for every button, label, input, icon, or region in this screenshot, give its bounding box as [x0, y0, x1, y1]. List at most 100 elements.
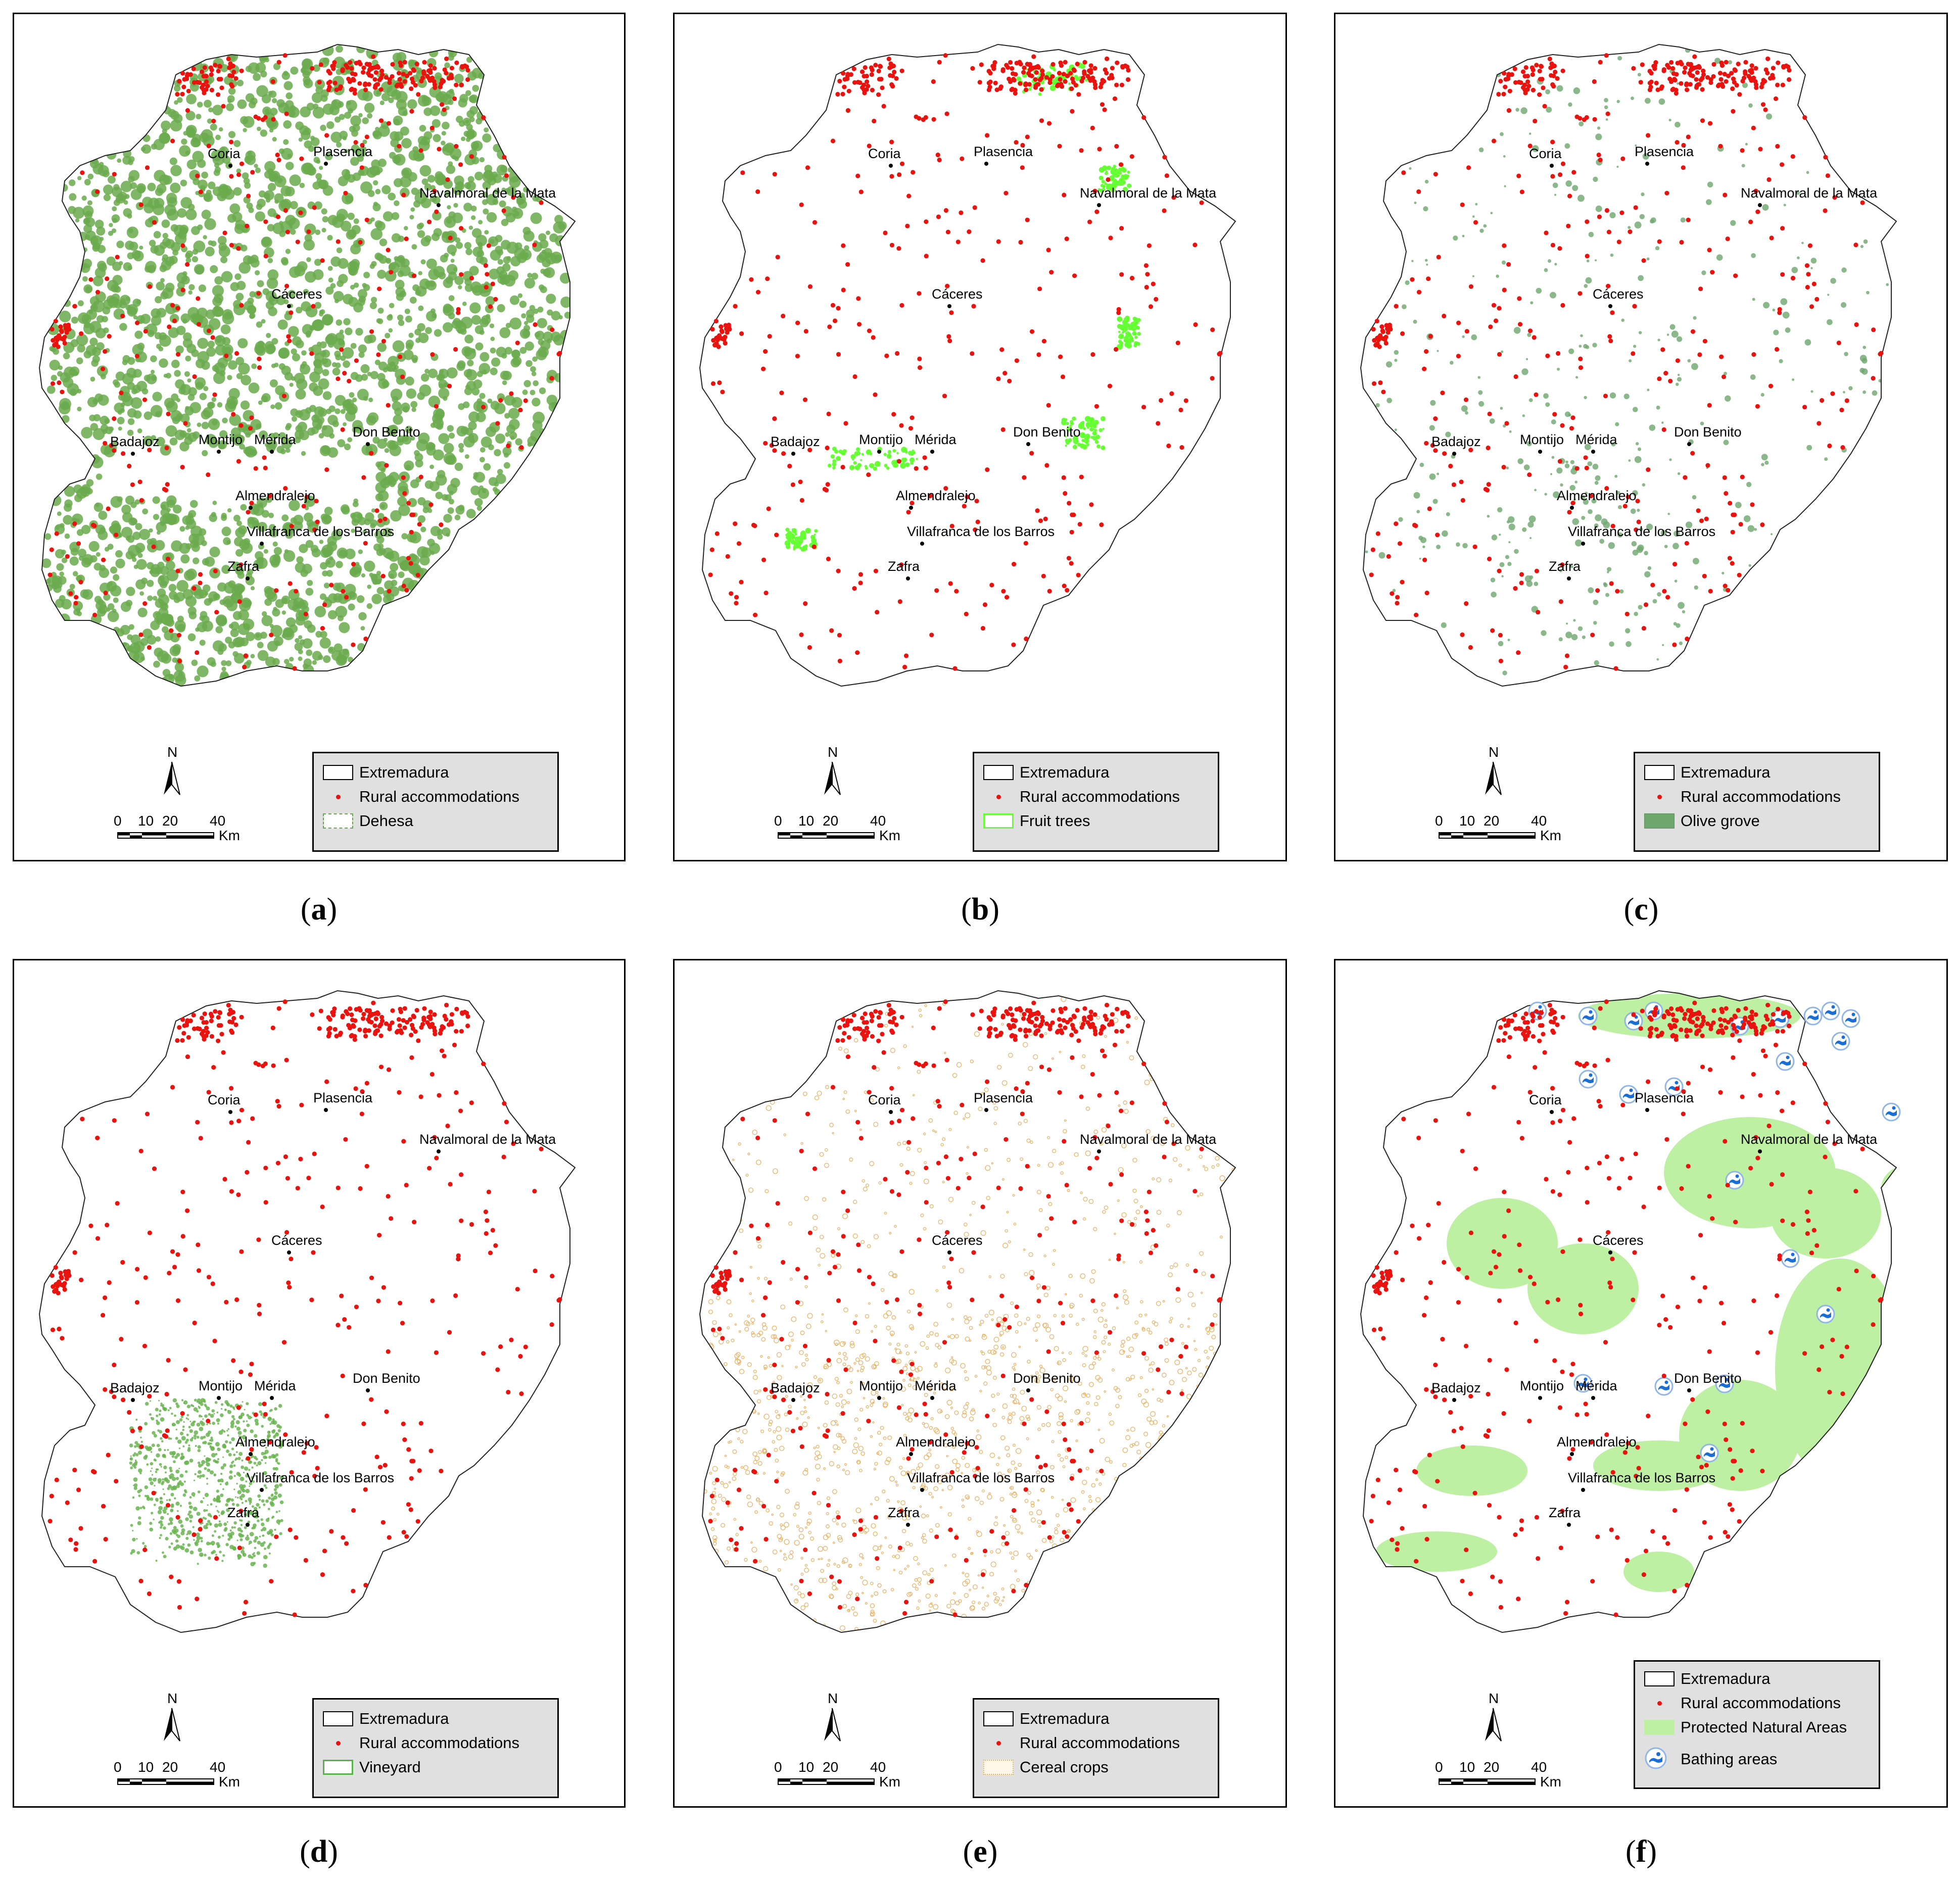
accommodation-point [231, 1358, 236, 1363]
accommodation-point [1632, 304, 1637, 309]
accommodation-point [836, 1298, 841, 1303]
accommodation-point [840, 1411, 845, 1416]
accommodation-point [1655, 87, 1660, 92]
accommodation-point [987, 84, 992, 89]
accommodation-point [740, 1117, 745, 1122]
accommodation-point [1088, 1009, 1093, 1014]
accommodation-point [866, 472, 871, 477]
accommodation-point [386, 403, 391, 408]
accommodation-point [902, 664, 907, 669]
accommodation-point [1729, 71, 1734, 76]
accommodation-point [1442, 451, 1447, 456]
accommodation-point [230, 1009, 235, 1015]
accommodation-point [1552, 63, 1557, 69]
accommodation-point [949, 310, 954, 315]
accommodation-point [944, 111, 949, 116]
accommodation-point [837, 1025, 842, 1030]
accommodation-point [869, 1019, 874, 1024]
accommodation-point [1606, 1176, 1611, 1181]
accommodation-point [433, 85, 438, 90]
accommodation-point [855, 173, 861, 178]
accommodation-point [944, 1057, 949, 1062]
accommodation-point [135, 320, 140, 325]
accommodation-point [883, 230, 888, 235]
accommodation-point [717, 1279, 722, 1284]
bathing-areas-layer [1528, 1001, 1901, 1463]
accommodation-point [1067, 501, 1072, 506]
accommodation-point [1085, 1020, 1090, 1025]
accommodation-point [877, 77, 882, 82]
accommodation-point [169, 628, 174, 633]
accommodation-point [1050, 1020, 1055, 1025]
accommodation-point [196, 296, 201, 301]
accommodation-point [1448, 463, 1453, 469]
accommodation-point [202, 1011, 207, 1017]
accommodation-point [454, 1006, 459, 1011]
accommodation-point [389, 1216, 394, 1221]
accommodation-point [1472, 1490, 1477, 1495]
accommodation-point [1513, 80, 1518, 85]
accommodation-point [1529, 1011, 1535, 1017]
accommodation-point [733, 1250, 738, 1255]
accommodation-point [856, 1242, 861, 1247]
accommodation-point [65, 554, 70, 559]
accommodation-point [439, 522, 444, 527]
accommodation-point [1532, 1281, 1537, 1286]
accommodation-point [779, 391, 784, 396]
accommodation-point [845, 1208, 850, 1213]
accommodation-point [409, 1055, 414, 1060]
accommodation-point [1056, 82, 1061, 87]
accommodation-point [229, 1189, 234, 1194]
accommodation-point [326, 1027, 331, 1032]
accommodation-point [835, 1038, 840, 1043]
accommodation-point [1598, 1104, 1603, 1109]
accommodation-point [921, 1064, 926, 1069]
accommodation-point [965, 495, 970, 500]
accommodation-point [867, 143, 872, 149]
accommodation-point [937, 158, 942, 163]
accommodation-point [1578, 356, 1583, 362]
accommodation-point [519, 445, 524, 450]
accommodation-point [1771, 75, 1776, 80]
accommodation-point [1092, 79, 1097, 84]
accommodation-point [943, 486, 948, 491]
north-arrow-icon: N [164, 1690, 180, 1742]
accommodation-point [401, 1139, 406, 1144]
accommodation-point [1657, 239, 1662, 244]
accommodation-point [1422, 1504, 1427, 1509]
city-point [1591, 450, 1595, 454]
bathing-area-icon [1700, 1443, 1719, 1463]
accommodation-point [1737, 572, 1742, 577]
accommodation-point [1777, 307, 1782, 312]
accommodation-point [253, 466, 258, 471]
accommodation-point [177, 79, 182, 84]
accommodation-point [949, 1256, 954, 1262]
accommodation-point [962, 1450, 967, 1455]
accommodation-point [1622, 504, 1628, 509]
city-point [217, 450, 221, 454]
city-point [1758, 1149, 1762, 1153]
accommodation-point [502, 1101, 507, 1106]
accommodation-point [851, 1012, 856, 1018]
accommodation-point [103, 591, 108, 596]
accommodation-point [895, 1297, 900, 1302]
city-point [909, 1452, 913, 1456]
accommodation-point [890, 73, 895, 78]
accommodation-point [361, 1016, 366, 1021]
city-label: Coria [1529, 1092, 1562, 1107]
accommodation-point [761, 1313, 766, 1318]
accommodation-point [139, 498, 144, 503]
accommodation-point [943, 208, 948, 213]
accommodation-point [709, 547, 714, 552]
city-label: Don Benito [1013, 424, 1081, 440]
accommodation-point [363, 1034, 368, 1039]
accommodation-point [401, 192, 406, 198]
city-point [217, 1396, 221, 1400]
accommodation-point [408, 1507, 413, 1512]
accommodation-point [211, 119, 216, 124]
accommodation-point [1046, 121, 1052, 126]
accommodation-point [1780, 1108, 1785, 1114]
accommodation-point [206, 1090, 211, 1095]
accommodation-point [105, 276, 110, 281]
accommodation-point [1119, 1108, 1124, 1114]
